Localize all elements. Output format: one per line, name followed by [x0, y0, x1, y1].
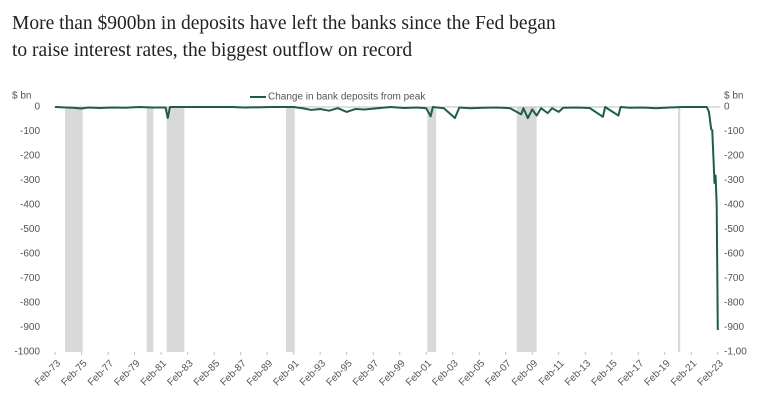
- y2-tick-label: -500: [724, 224, 744, 235]
- y-tick-label: -600: [20, 249, 40, 260]
- x-tick-label: Feb-11: [537, 358, 567, 388]
- recession-band: [678, 107, 681, 352]
- x-tick-label: Feb-81: [139, 358, 169, 388]
- x-tick-label: Feb-07: [484, 358, 514, 388]
- x-tick-label: Feb-79: [112, 358, 142, 388]
- y-tick-label: 0: [34, 102, 40, 113]
- y2-tick-label: -200: [724, 151, 744, 162]
- x-tick-label: Feb-73: [33, 358, 63, 388]
- y-tick-label: -200: [20, 151, 40, 162]
- y2-tick-label: -300: [724, 175, 744, 186]
- y-tick-label: -400: [20, 200, 40, 211]
- x-tick-label: Feb-83: [165, 358, 195, 388]
- recession-band: [166, 107, 185, 352]
- x-tick-label: Feb-21: [669, 358, 699, 388]
- y-tick-label: -100: [20, 126, 40, 137]
- recession-band: [285, 107, 295, 352]
- y-tick-label: -1000: [14, 347, 40, 358]
- x-tick-label: Feb-09: [510, 358, 540, 388]
- legend-label: Change in bank deposits from peak: [268, 92, 426, 103]
- x-tick-label: Feb-93: [298, 358, 328, 388]
- recession-band: [146, 107, 154, 352]
- y2-tick-label: 0: [724, 102, 730, 113]
- x-tick-label: Feb-01: [404, 358, 434, 388]
- x-tick-label: Feb-95: [324, 358, 354, 388]
- y-axis-label: $ bn: [12, 91, 31, 102]
- x-tick-label: Feb-15: [590, 358, 620, 388]
- y-tick-label: -300: [20, 175, 40, 186]
- x-tick-label: Feb-77: [86, 358, 116, 388]
- x-tick-label: Feb-13: [563, 358, 593, 388]
- y-tick-label: -800: [20, 298, 40, 309]
- x-tick-label: Feb-91: [271, 358, 301, 388]
- x-tick-label: Feb-17: [616, 358, 646, 388]
- y2-tick-label: -800: [724, 298, 744, 309]
- x-tick-label: Feb-75: [59, 358, 89, 388]
- x-tick-label: Feb-87: [218, 358, 248, 388]
- y2-tick-label: -700: [724, 273, 744, 284]
- y-tick-label: -900: [20, 322, 40, 333]
- y2-axis-label: $ bn: [724, 91, 743, 102]
- x-tick-label: Feb-99: [378, 358, 408, 388]
- y2-tick-label: -1,00: [724, 347, 747, 358]
- x-tick-label: Feb-23: [696, 358, 726, 388]
- x-tick-label: Feb-19: [643, 358, 673, 388]
- y2-tick-label: -600: [724, 249, 744, 260]
- y2-tick-label: -100: [724, 126, 744, 137]
- y-tick-label: -700: [20, 273, 40, 284]
- chart-title: More than $900bn in deposits have left t…: [12, 13, 556, 61]
- recession-band: [65, 107, 83, 352]
- y2-tick-label: -400: [724, 200, 744, 211]
- x-tick-label: Feb-03: [431, 358, 461, 388]
- recession-band: [516, 107, 537, 352]
- x-tick-label: Feb-97: [351, 358, 381, 388]
- y2-tick-label: -900: [724, 322, 744, 333]
- y-tick-label: -500: [20, 224, 40, 235]
- x-tick-label: Feb-85: [192, 358, 222, 388]
- x-tick-label: Feb-89: [245, 358, 275, 388]
- x-tick-label: Feb-05: [457, 358, 487, 388]
- recession-band: [427, 107, 437, 352]
- line: [55, 106, 719, 330]
